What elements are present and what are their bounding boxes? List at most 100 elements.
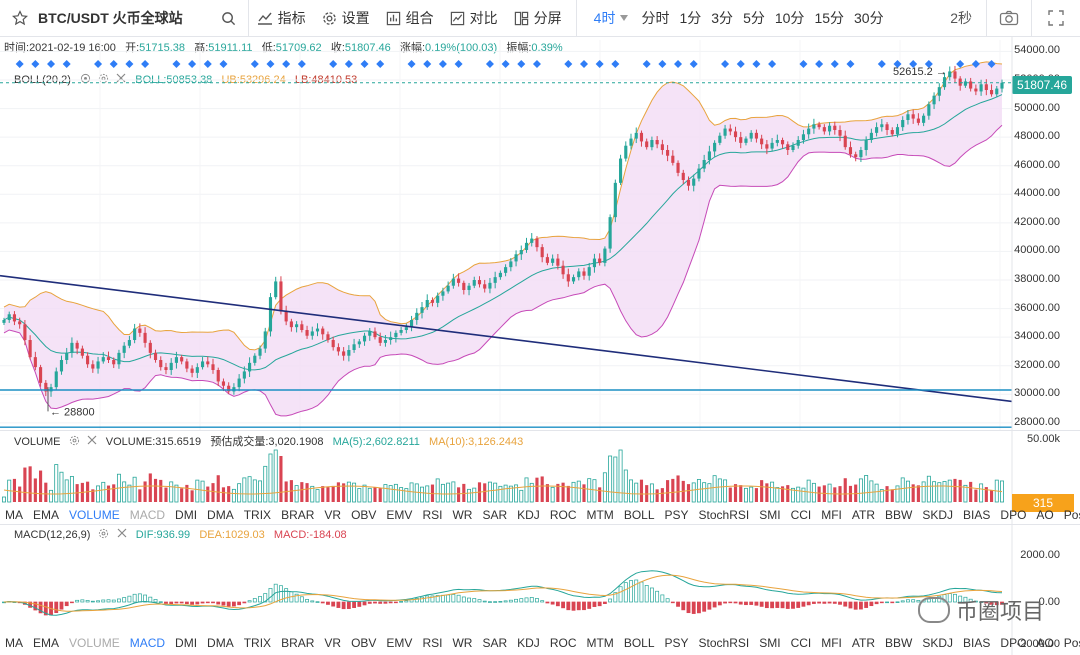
indicator-tab[interactable]: SKDJ bbox=[922, 636, 954, 650]
indicator-tab[interactable]: Position bbox=[1063, 636, 1080, 650]
indicator-tab[interactable]: BRAR bbox=[281, 636, 315, 650]
close-icon[interactable] bbox=[117, 528, 127, 538]
gear-icon[interactable] bbox=[98, 528, 109, 539]
favorite-star-button[interactable] bbox=[0, 0, 28, 36]
signal-diamond bbox=[956, 60, 965, 68]
indicator-tab[interactable]: BRAR bbox=[281, 508, 315, 522]
interval-active[interactable]: 4时 bbox=[593, 10, 616, 26]
candle-body bbox=[739, 137, 743, 143]
interval-option[interactable]: 5分 bbox=[743, 10, 765, 26]
indicator-tab[interactable]: SAR bbox=[482, 508, 508, 522]
indicator-tab[interactable]: DMI bbox=[175, 636, 198, 650]
combo-button[interactable]: 组合 bbox=[378, 0, 442, 36]
indicator-tab[interactable]: BOLL bbox=[623, 508, 655, 522]
indicator-tab[interactable]: VOLUME bbox=[69, 636, 120, 650]
indicator-tab[interactable]: SKDJ bbox=[922, 508, 954, 522]
interval-option[interactable]: 3分 bbox=[711, 10, 734, 26]
chevron-down-icon[interactable] bbox=[620, 15, 629, 21]
indicator-tab[interactable]: DPO bbox=[1000, 636, 1027, 650]
indicator-tab[interactable]: DPO bbox=[1000, 508, 1027, 522]
indicator-tab[interactable]: OBV bbox=[351, 508, 377, 522]
volume-chart[interactable] bbox=[0, 446, 1012, 504]
indicator-tab[interactable]: SMI bbox=[759, 636, 781, 650]
indicator-tab[interactable]: MTM bbox=[586, 636, 614, 650]
indicator-tab[interactable]: SAR bbox=[482, 636, 508, 650]
indicator-tab[interactable]: DMA bbox=[207, 508, 234, 522]
indicator-tab[interactable]: CCI bbox=[790, 636, 812, 650]
signal-diamond bbox=[62, 60, 71, 68]
indicator-tab[interactable]: RSI bbox=[422, 636, 443, 650]
indicator-tab[interactable]: MA bbox=[5, 636, 23, 650]
indicator-tab[interactable]: MFI bbox=[821, 636, 842, 650]
interval-option[interactable]: 10分 bbox=[774, 10, 805, 26]
indicator-tab[interactable]: StochRSI bbox=[698, 636, 750, 650]
indicator-tab[interactable]: VR bbox=[324, 508, 342, 522]
indicator-tab[interactable]: BIAS bbox=[963, 508, 991, 522]
indicator-tab[interactable]: ROC bbox=[549, 636, 577, 650]
indicator-tab[interactable]: Position bbox=[1063, 508, 1080, 522]
indicator-tab[interactable]: DMA bbox=[207, 636, 234, 650]
indicator-tab[interactable]: EMA bbox=[33, 508, 60, 522]
indicator-tab[interactable]: PSY bbox=[664, 508, 689, 522]
macd-chart[interactable] bbox=[0, 540, 1012, 632]
indicator-tab[interactable]: WR bbox=[452, 508, 473, 522]
candle-body bbox=[692, 178, 696, 186]
macd-histogram-bar bbox=[681, 601, 686, 611]
indicator-tab[interactable]: RSI bbox=[422, 508, 443, 522]
candle-body bbox=[989, 90, 994, 95]
indicator-tab[interactable]: MACD bbox=[129, 636, 166, 650]
indicator-tab[interactable]: EMV bbox=[386, 508, 413, 522]
indicator-tab[interactable]: BBW bbox=[885, 636, 913, 650]
indicator-tab[interactable]: VR bbox=[324, 636, 342, 650]
indicator-tab[interactable]: WR bbox=[452, 636, 473, 650]
indicator-tab[interactable]: TRIX bbox=[243, 508, 272, 522]
fullscreen-button[interactable] bbox=[1032, 0, 1080, 36]
indicator-tab[interactable]: MA bbox=[5, 508, 23, 522]
indicator-tab[interactable]: PSY bbox=[664, 636, 689, 650]
indicator-tab[interactable]: EMV bbox=[386, 636, 413, 650]
macd-histogram-bar bbox=[618, 586, 623, 603]
indicator-tab[interactable]: AO bbox=[1036, 508, 1054, 522]
screenshot-button[interactable] bbox=[987, 0, 1031, 36]
compare-button[interactable]: 对比 bbox=[442, 0, 506, 36]
indicator-tab[interactable]: BBW bbox=[885, 508, 913, 522]
indicators-button[interactable]: 指标 bbox=[249, 0, 314, 36]
candle-body bbox=[39, 367, 43, 383]
indicator-tab[interactable]: KDJ bbox=[517, 636, 540, 650]
settings-button[interactable]: 设置 bbox=[314, 0, 378, 36]
macd-histogram-bar bbox=[576, 601, 581, 611]
indicator-tab[interactable]: MTM bbox=[586, 508, 614, 522]
indicator-tab[interactable]: AO bbox=[1036, 636, 1054, 650]
price-chart[interactable]: ← 28800 52615.2 → bbox=[0, 40, 1012, 430]
split-screen-button[interactable]: 分屏 bbox=[506, 0, 570, 36]
indicator-tab[interactable]: BIAS bbox=[963, 636, 991, 650]
refresh-rate[interactable]: 2秒 bbox=[950, 10, 972, 26]
indicator-tab[interactable]: VOLUME bbox=[69, 508, 120, 522]
macd-histogram-bar bbox=[728, 601, 733, 604]
interval-option[interactable]: 30分 bbox=[854, 10, 884, 26]
indicator-tab[interactable]: BOLL bbox=[623, 636, 655, 650]
indicator-tab[interactable]: ATR bbox=[851, 636, 876, 650]
indicator-tab[interactable]: ATR bbox=[851, 508, 876, 522]
indicator-tab[interactable]: DMI bbox=[175, 508, 198, 522]
indicator-tab[interactable]: ROC bbox=[549, 508, 577, 522]
settings-label: 设置 bbox=[341, 10, 370, 26]
indicator-tab[interactable]: MACD bbox=[129, 508, 166, 522]
indicator-tab[interactable]: EMA bbox=[33, 636, 60, 650]
indicator-tab[interactable]: StochRSI bbox=[698, 508, 750, 522]
close-icon[interactable] bbox=[87, 435, 97, 445]
indicator-tab[interactable]: MFI bbox=[821, 508, 842, 522]
symbol-title[interactable]: BTC/USDT 火币全球站 bbox=[38, 10, 183, 26]
indicator-tab[interactable]: CCI bbox=[790, 508, 812, 522]
indicator-tab[interactable]: KDJ bbox=[517, 508, 540, 522]
indicator-tab[interactable]: OBV bbox=[351, 636, 377, 650]
macd-histogram-bar bbox=[817, 601, 822, 604]
indicator-tab[interactable]: TRIX bbox=[243, 636, 272, 650]
interval-option[interactable]: 分时 bbox=[641, 10, 670, 26]
close-icon[interactable] bbox=[116, 73, 126, 83]
gear-icon[interactable] bbox=[69, 435, 80, 446]
symbol-search-button[interactable] bbox=[191, 0, 248, 36]
interval-option[interactable]: 1分 bbox=[679, 10, 702, 26]
interval-option[interactable]: 15分 bbox=[814, 10, 845, 26]
indicator-tab[interactable]: SMI bbox=[759, 508, 781, 522]
